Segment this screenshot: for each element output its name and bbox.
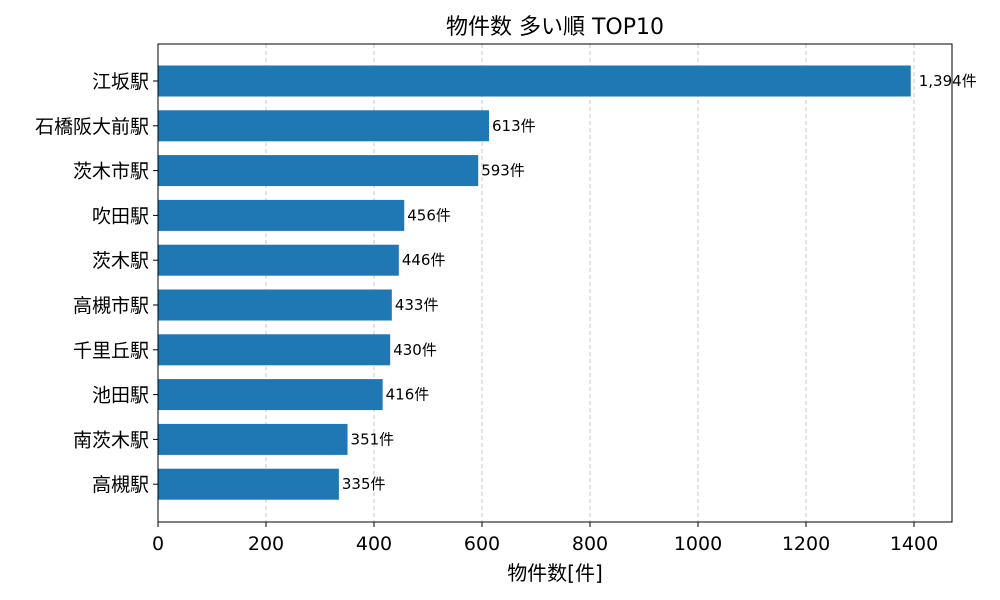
- data-label: 351件: [351, 430, 395, 448]
- data-label: 613件: [492, 117, 536, 135]
- category-label: 茨木市駅: [73, 161, 149, 183]
- bar: [158, 423, 348, 455]
- x-axis-label: 物件数[件]: [507, 561, 603, 585]
- bar: [158, 110, 490, 142]
- data-label: 433件: [395, 296, 439, 314]
- data-label: 335件: [342, 475, 386, 493]
- x-tick-label: 200: [248, 533, 284, 555]
- data-label: 593件: [481, 162, 525, 180]
- x-tick-label: 1400: [890, 533, 938, 555]
- data-label: 446件: [402, 251, 446, 269]
- data-label: 416件: [386, 386, 430, 404]
- x-tick-label: 1000: [674, 533, 722, 555]
- category-label: 千里丘駅: [73, 340, 149, 362]
- bar: [158, 244, 399, 276]
- x-tick-label: 800: [572, 533, 608, 555]
- bars-group: 1,394件 613件 593件 456件 446件 433件 430件 416件 351件 33…: [158, 65, 977, 500]
- data-label: 430件: [393, 341, 437, 359]
- data-label: 456件: [407, 206, 451, 224]
- bar: [158, 289, 392, 321]
- bar: [158, 379, 383, 411]
- plot-frame: [157, 43, 953, 523]
- bar: [158, 155, 479, 187]
- bar: [158, 334, 391, 366]
- data-label: 1,394件: [919, 72, 977, 90]
- chart-title: 物件数 多い順 TOP10: [446, 15, 664, 40]
- category-label: 高槻市駅: [73, 295, 149, 317]
- bar: [158, 65, 911, 97]
- category-label: 高槻駅: [92, 474, 149, 496]
- category-label: 茨木駅: [92, 250, 149, 272]
- x-tick-label: 0: [152, 533, 164, 555]
- category-label: 江坂駅: [92, 71, 149, 93]
- x-tick-label: 400: [356, 533, 392, 555]
- bar: [158, 199, 405, 231]
- category-label: 池田駅: [92, 385, 149, 407]
- category-label: 石橋阪大前駅: [35, 116, 149, 138]
- x-tick-label: 1200: [782, 533, 830, 555]
- bar: [158, 468, 339, 500]
- category-label: 吹田駅: [92, 205, 149, 227]
- x-tick-label: 600: [464, 533, 500, 555]
- category-label: 南茨木駅: [73, 429, 149, 451]
- x-axis-ticks: 0 200 400 600 800 1000 1200 1400: [152, 522, 938, 555]
